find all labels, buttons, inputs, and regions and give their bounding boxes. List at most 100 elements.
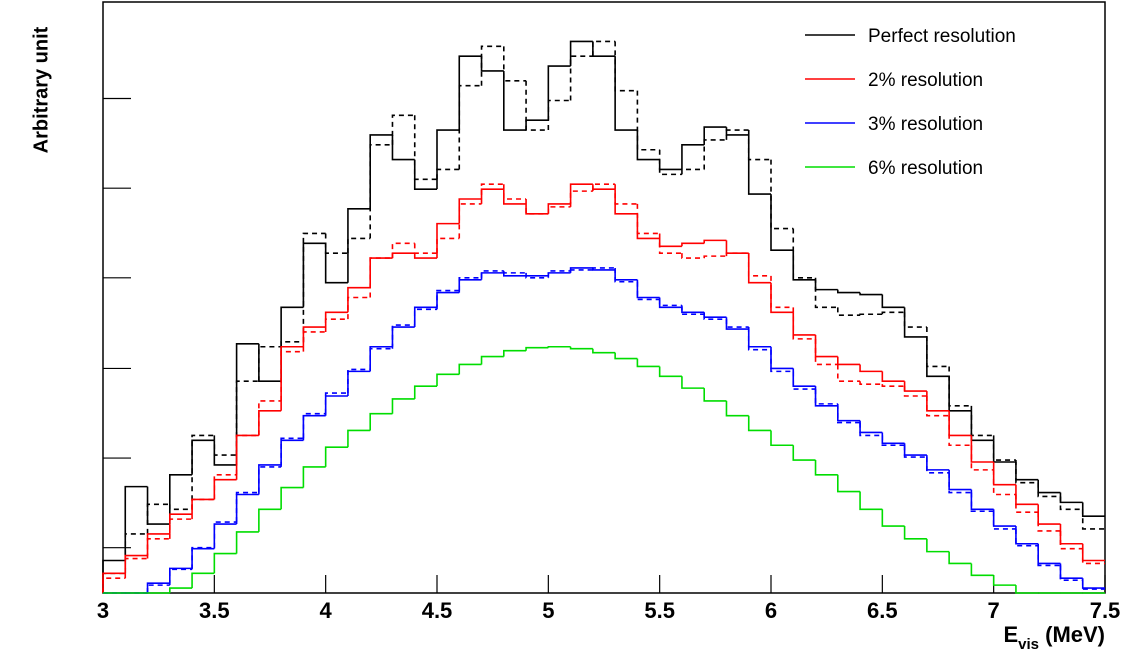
histogram-step: [1037, 512, 1061, 532]
histogram-step: [926, 538, 950, 553]
histogram-step: [992, 469, 1016, 496]
histogram-step: [837, 403, 861, 424]
histogram-step: [592, 183, 616, 192]
histogram-step: [814, 338, 838, 366]
histogram-step: [747, 130, 771, 161]
histogram-step: [658, 299, 682, 307]
histogram-step: [102, 577, 126, 593]
histogram-step: [859, 364, 883, 373]
x-label-main: E: [1003, 622, 1018, 647]
histogram-step: [1081, 502, 1105, 517]
histogram-step: [970, 563, 994, 577]
histogram-step: [191, 546, 215, 570]
histogram-step: [458, 277, 482, 291]
histogram-step: [347, 208, 371, 283]
histogram-step: [436, 373, 460, 387]
histogram-step: [903, 443, 927, 456]
histogram-step: [658, 233, 682, 254]
x-tick-label: 4: [320, 598, 333, 623]
histogram-step: [324, 392, 348, 414]
histogram-step: [992, 435, 1016, 461]
histogram-step: [970, 445, 994, 471]
histogram-step: [302, 331, 326, 352]
histogram-step: [391, 252, 415, 259]
histogram-step: [792, 312, 816, 336]
x-tick-label: 7: [988, 598, 1000, 623]
histogram-step: [458, 363, 482, 375]
histogram-step: [1015, 494, 1039, 514]
histogram-step: [814, 334, 838, 358]
histogram-step: [169, 513, 193, 534]
histogram-step: [347, 286, 371, 313]
histogram-step: [258, 343, 282, 383]
histogram-step: [770, 159, 794, 230]
histogram-step: [970, 435, 994, 463]
histogram-step: [503, 70, 527, 131]
histogram-step: [703, 239, 727, 244]
histogram-step: [792, 368, 816, 387]
x-axis-label: Evis (MeV): [1003, 622, 1105, 653]
histogram-step: [503, 270, 527, 274]
histogram-step: [480, 270, 504, 278]
histogram-step: [792, 445, 816, 461]
histogram-step: [725, 240, 749, 254]
histogram-step: [1081, 543, 1105, 562]
histogram-step: [369, 257, 393, 288]
histogram-step: [926, 391, 950, 412]
histogram-step: [926, 457, 950, 474]
histogram-step: [124, 533, 148, 574]
histogram-step: [525, 80, 549, 131]
histogram-step: [992, 461, 1016, 486]
histogram-step: [614, 184, 638, 205]
histogram-step: [1059, 563, 1083, 580]
histogram-step: [881, 432, 905, 445]
histogram-step: [592, 348, 616, 354]
histogram-step: [324, 395, 348, 416]
histogram-step: [302, 466, 326, 488]
histogram-step: [658, 366, 682, 378]
histogram-step: [859, 491, 883, 511]
histogram-step: [547, 65, 571, 121]
histogram-step: [347, 368, 371, 394]
histogram-step: [1059, 492, 1083, 504]
histogram-step: [480, 183, 504, 204]
histogram-step: [347, 296, 371, 320]
histogram-step: [1059, 496, 1083, 511]
histogram-step: [658, 149, 682, 176]
histogram-step: [213, 552, 237, 574]
histogram-step: [859, 292, 883, 296]
histogram-step: [725, 129, 749, 140]
histogram-step: [614, 56, 638, 131]
histogram-step: [992, 440, 1016, 463]
histogram-step: [547, 272, 571, 276]
histogram-step: [191, 434, 215, 510]
x-tick-label: 5: [542, 598, 554, 623]
histogram-step: [1015, 484, 1039, 506]
histogram-step: [169, 518, 193, 539]
histogram-step: [436, 291, 460, 308]
histogram-step: [480, 272, 504, 280]
histogram-step: [837, 356, 861, 366]
histogram-step: [814, 460, 838, 476]
histogram-step: [525, 203, 549, 215]
histogram-step: [881, 311, 905, 315]
x-tick-label: 5.5: [644, 598, 675, 623]
histogram-step: [258, 345, 282, 382]
histogram-step: [681, 168, 705, 175]
histogram-step: [948, 551, 972, 565]
histogram-step: [324, 233, 348, 254]
histogram-step: [681, 307, 705, 314]
histogram-step: [169, 568, 193, 586]
histogram-step: [258, 466, 282, 493]
histogram-step: [948, 415, 972, 447]
histogram-step: [235, 491, 259, 523]
histogram-step: [458, 55, 482, 131]
histogram-step: [837, 364, 861, 383]
histogram-step: [1015, 461, 1039, 481]
histogram-step: [436, 168, 460, 180]
histogram-step: [881, 435, 905, 447]
histogram-step: [970, 405, 994, 437]
histogram-step: [235, 434, 259, 480]
x-label-sub: vis: [1018, 636, 1039, 653]
histogram-step: [324, 318, 348, 332]
